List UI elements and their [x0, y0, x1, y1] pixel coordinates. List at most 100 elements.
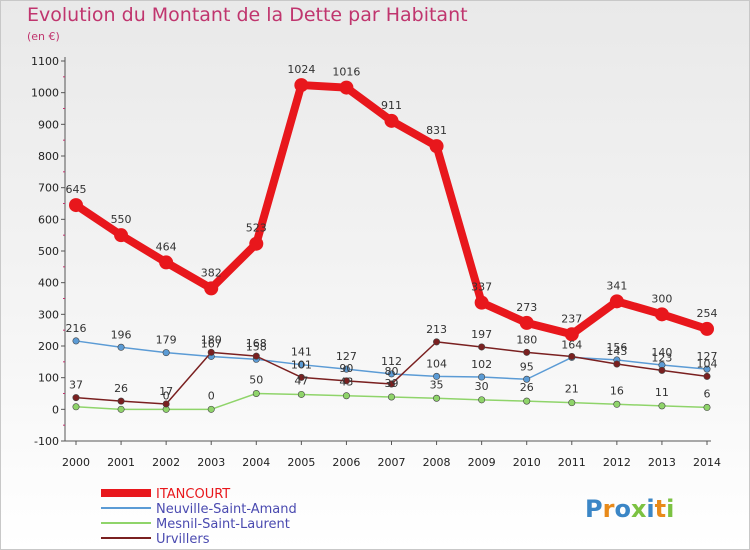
x-tick-label: 2004 [242, 456, 270, 469]
data-label: 196 [111, 328, 132, 341]
data-point [703, 403, 711, 411]
data-label: 39 [385, 377, 399, 390]
data-label: 382 [201, 266, 222, 279]
data-label: 341 [606, 279, 627, 292]
data-point [523, 348, 531, 356]
y-tick-label: 1100 [31, 55, 59, 68]
data-point [613, 400, 621, 408]
legend-label: Urvillers [156, 532, 210, 547]
data-point [342, 365, 350, 373]
data-point [294, 78, 309, 93]
x-tick-label: 2008 [423, 456, 451, 469]
data-label: 17 [159, 385, 173, 398]
brand-letter: x [631, 495, 647, 523]
data-label: 179 [156, 334, 177, 347]
data-point [658, 366, 666, 374]
y-tick-label: 700 [38, 182, 59, 195]
x-tick-label: 2010 [513, 456, 541, 469]
data-label: 911 [381, 99, 402, 112]
data-label: 300 [651, 292, 672, 305]
y-tick-label: 300 [38, 308, 59, 321]
chart-axes: -100010020030040050060070080090010001100… [31, 55, 721, 469]
brand-letter: P [585, 495, 603, 523]
x-tick-label: 2001 [107, 456, 135, 469]
data-point [297, 390, 305, 398]
brand-letter: i [666, 495, 674, 523]
x-tick-label: 2002 [152, 456, 180, 469]
data-label: 168 [246, 337, 267, 350]
y-tick-label: 800 [38, 150, 59, 163]
data-label: 213 [426, 323, 447, 336]
data-label: 50 [249, 374, 263, 387]
x-tick-label: 2011 [558, 456, 586, 469]
data-point [117, 405, 125, 413]
data-point [252, 352, 260, 360]
data-label: 37 [69, 379, 83, 392]
data-point [159, 255, 174, 270]
data-point [523, 375, 531, 383]
data-label: 167 [201, 337, 222, 350]
data-label: 645 [66, 183, 87, 196]
data-point [207, 405, 215, 413]
data-point [613, 360, 621, 368]
data-point [297, 373, 305, 381]
x-tick-label: 2009 [468, 456, 496, 469]
data-point [478, 343, 486, 351]
data-label: 90 [339, 362, 353, 375]
x-tick-label: 2012 [603, 456, 631, 469]
data-label: 101 [291, 358, 312, 371]
data-label: 102 [471, 358, 492, 371]
data-point [117, 397, 125, 405]
data-point [384, 113, 399, 128]
chart-subtitle: (en €) [27, 30, 60, 43]
brand-letter: i [646, 495, 654, 523]
x-tick-label: 2006 [332, 456, 360, 469]
data-label: 156 [606, 341, 627, 354]
y-tick-label: 900 [38, 118, 59, 131]
brand-logo: Proxiti [585, 495, 674, 523]
data-point [429, 139, 444, 154]
data-point [700, 321, 714, 336]
x-tick-label: 2007 [378, 456, 406, 469]
brand-letter: r [603, 495, 615, 523]
data-point [342, 377, 350, 385]
data-point [162, 349, 170, 357]
x-tick-label: 2000 [62, 456, 90, 469]
data-point [609, 294, 624, 309]
data-label: 464 [156, 240, 177, 253]
data-label: 337 [471, 281, 492, 294]
data-point [297, 361, 305, 369]
data-point [433, 394, 441, 402]
data-label: 127 [697, 350, 718, 363]
data-point [72, 337, 80, 345]
data-point [204, 281, 219, 296]
y-tick-label: -100 [34, 435, 59, 448]
data-label: 6 [704, 387, 711, 400]
data-point [564, 327, 579, 342]
data-point [478, 396, 486, 404]
data-point [703, 372, 711, 380]
data-point [474, 295, 489, 310]
series-layer [69, 78, 714, 413]
legend-label: Mesnil-Saint-Laurent [156, 517, 290, 532]
x-tick-label: 2003 [197, 456, 225, 469]
x-tick-label: 2005 [287, 456, 315, 469]
data-point [523, 397, 531, 405]
y-tick-label: 200 [38, 340, 59, 353]
data-point [703, 365, 711, 373]
data-point [568, 352, 576, 360]
data-point [69, 198, 83, 213]
x-tick-label: 2013 [648, 456, 676, 469]
data-point [519, 315, 534, 330]
data-label: 550 [111, 213, 132, 226]
data-label: 140 [651, 346, 672, 359]
data-label: 158 [246, 340, 267, 353]
data-label: 164 [561, 338, 582, 351]
data-point [433, 338, 441, 346]
data-point [162, 400, 170, 408]
data-label: 26 [114, 382, 128, 395]
data-label: 0 [163, 389, 170, 402]
y-tick-label: 0 [52, 403, 59, 416]
